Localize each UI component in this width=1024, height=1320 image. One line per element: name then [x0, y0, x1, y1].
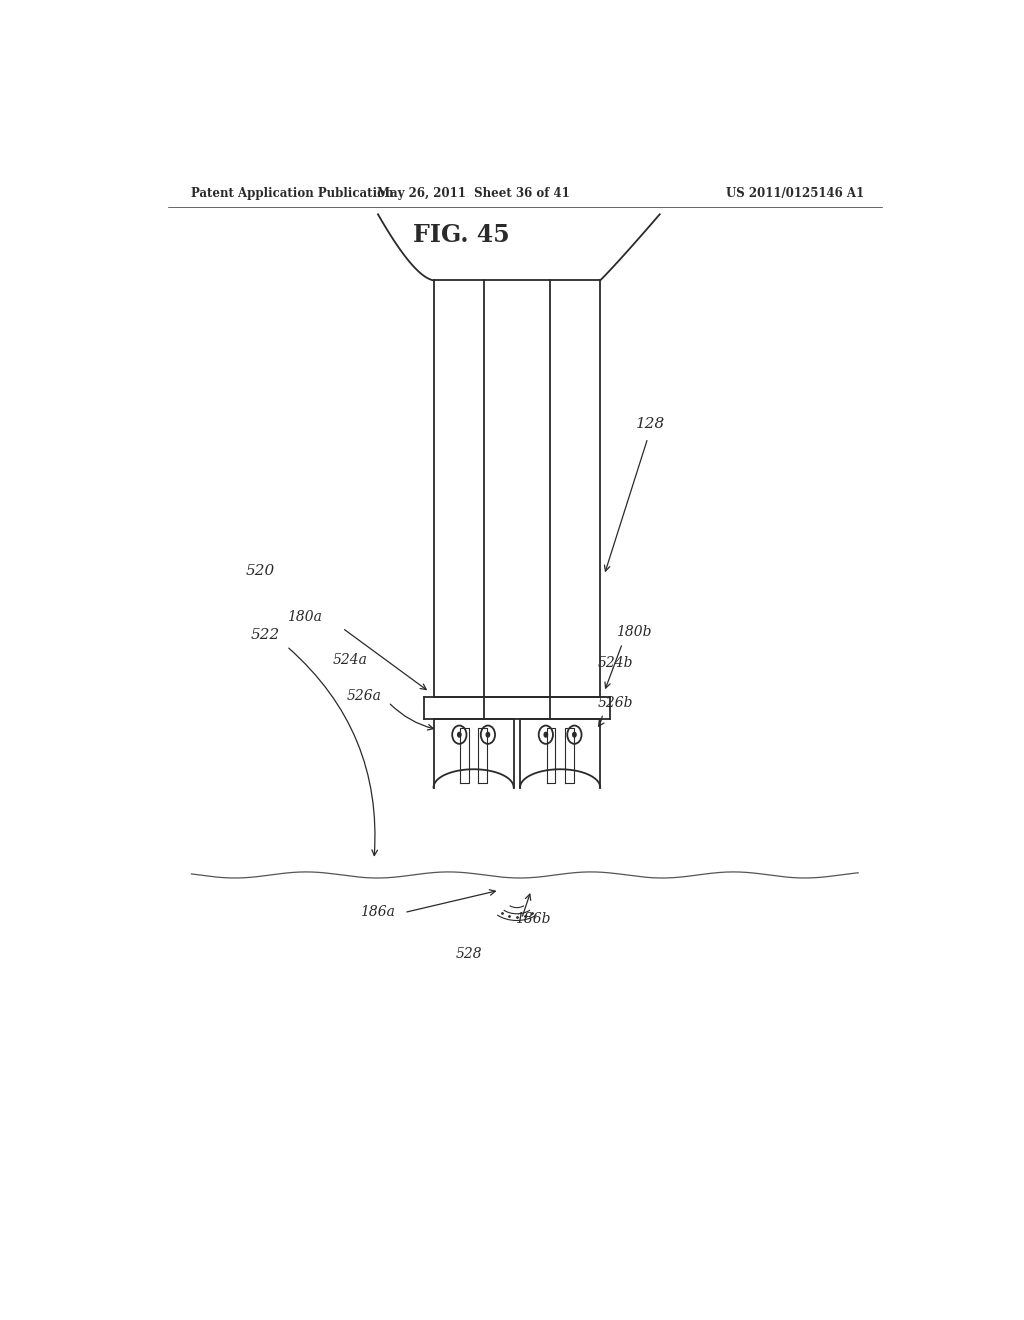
Text: 186a: 186a	[360, 904, 395, 919]
Text: 526b: 526b	[598, 696, 633, 710]
Text: May 26, 2011  Sheet 36 of 41: May 26, 2011 Sheet 36 of 41	[377, 187, 569, 201]
Text: US 2011/0125146 A1: US 2011/0125146 A1	[726, 187, 863, 201]
Text: 180b: 180b	[616, 626, 651, 639]
Text: 180a: 180a	[287, 610, 322, 624]
Circle shape	[572, 731, 577, 738]
Text: 524b: 524b	[598, 656, 633, 669]
Text: 128: 128	[636, 417, 666, 430]
Text: 528: 528	[456, 948, 482, 961]
Text: 520: 520	[246, 564, 274, 578]
Text: 522: 522	[251, 628, 281, 642]
Text: 524a: 524a	[333, 652, 368, 667]
Circle shape	[457, 731, 462, 738]
Text: 526a: 526a	[346, 689, 381, 704]
Circle shape	[544, 731, 548, 738]
Text: Patent Application Publication: Patent Application Publication	[191, 187, 394, 201]
Text: 186b: 186b	[515, 912, 551, 925]
Circle shape	[485, 731, 490, 738]
Text: FIG. 45: FIG. 45	[413, 223, 510, 247]
